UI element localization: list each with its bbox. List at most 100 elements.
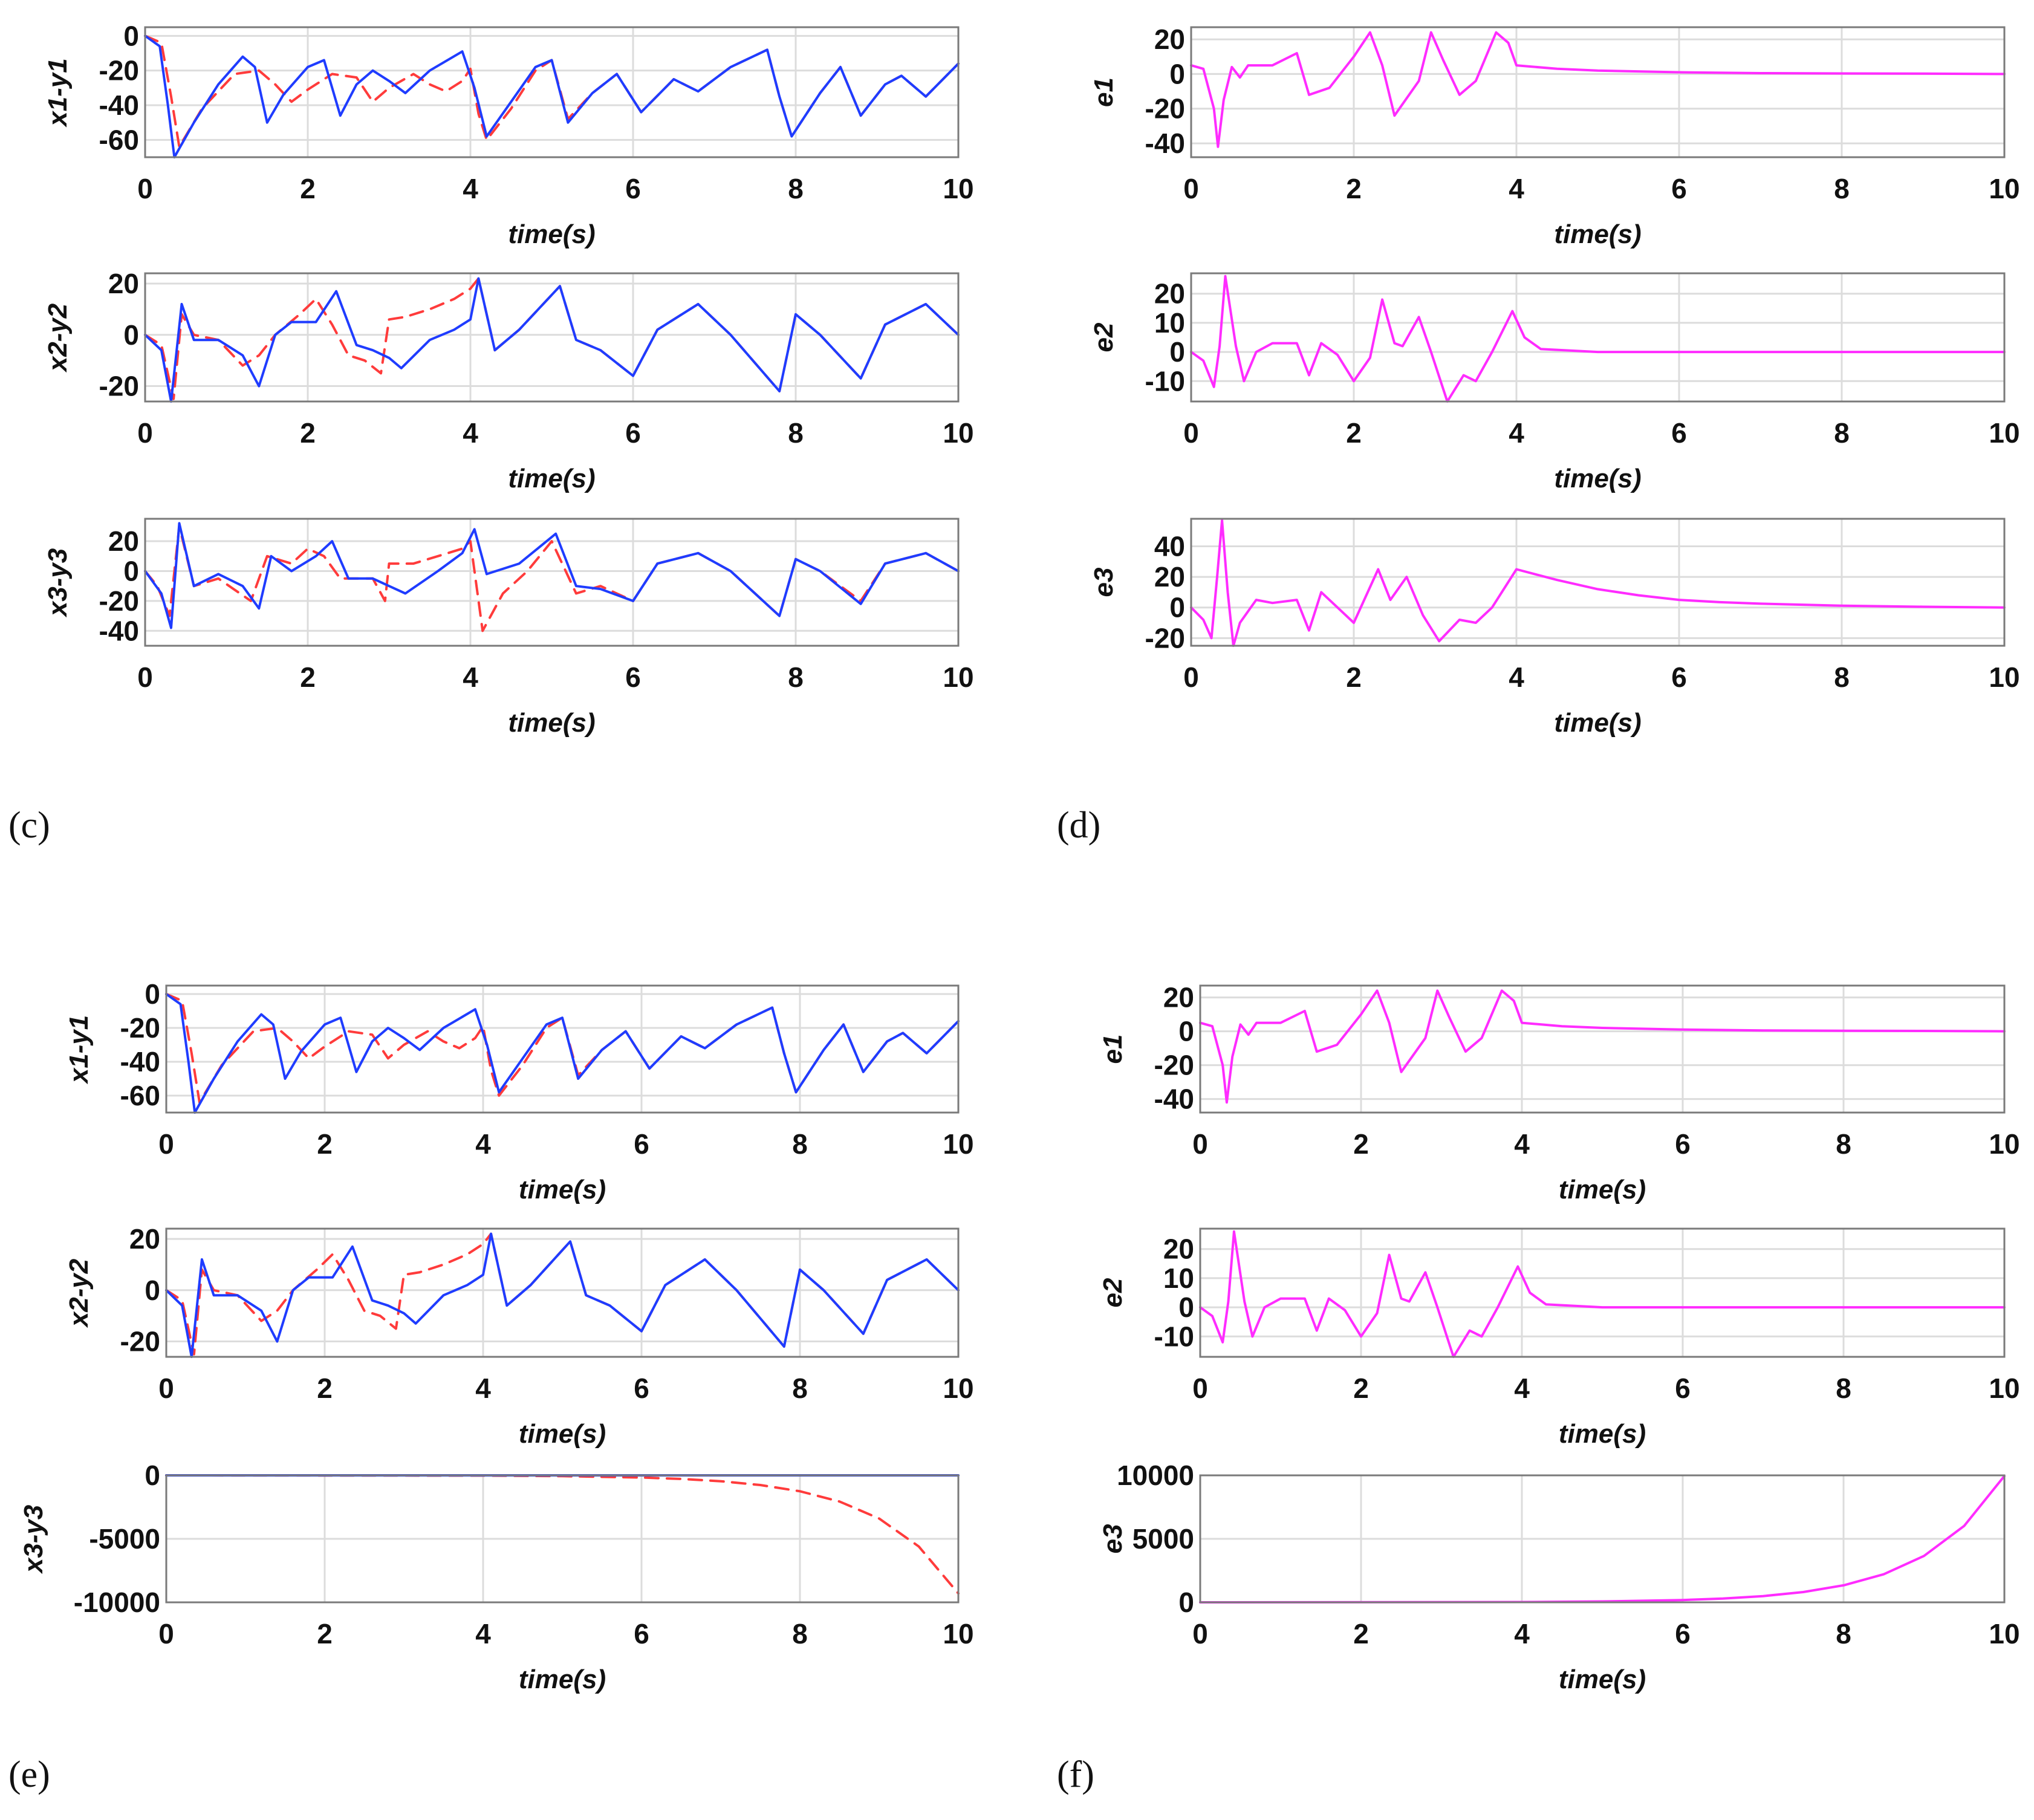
axes-frame — [144, 272, 960, 403]
x-axis-label: time(s) — [508, 708, 595, 738]
y-tick-label: 20 — [1163, 982, 1194, 1013]
y-tick-label: -20 — [99, 55, 139, 86]
x-tick-label: 4 — [463, 661, 478, 693]
axes-frame — [1190, 272, 2006, 403]
y-tick-label: 20 — [108, 268, 139, 299]
x-tick-label: 8 — [1836, 1618, 1851, 1649]
y-tick-label: -60 — [99, 124, 139, 155]
series-line-0 — [1199, 989, 2006, 1104]
x-tick-label: 6 — [1671, 417, 1687, 449]
x-tick-label: 4 — [1509, 661, 1524, 693]
y-axis-label: e2 — [1089, 322, 1119, 352]
y-tick-label: 20 — [1154, 278, 1185, 310]
x-tick-label: 4 — [475, 1373, 491, 1404]
series-line-1 — [144, 277, 960, 403]
y-tick-label: -20 — [1154, 1050, 1194, 1081]
axes-frame — [1190, 26, 2006, 158]
plot-area — [1191, 273, 2004, 401]
x-tick-label: 8 — [1834, 173, 1850, 204]
x-tick-label: 2 — [300, 417, 316, 449]
x-tick-label: 6 — [625, 661, 641, 693]
panel-label-d: (d) — [1057, 805, 1101, 846]
x-tick-label: 8 — [792, 1618, 808, 1649]
plot-area — [1191, 519, 2004, 646]
x-tick-label: 8 — [792, 1128, 808, 1160]
y-tick-label: 0 — [145, 1460, 160, 1491]
y-tick-label: 20 — [129, 1223, 160, 1255]
x-tick-label: 6 — [634, 1373, 649, 1404]
y-axis-label: e1 — [1098, 1035, 1128, 1064]
x-tick-label: 4 — [1509, 417, 1524, 449]
x-tick-label: 10 — [1989, 661, 2019, 693]
x-tick-label: 4 — [475, 1128, 491, 1160]
axes-frame — [1199, 984, 2006, 1114]
axes-frame — [1199, 1474, 2006, 1604]
x-tick-label: 10 — [943, 1373, 973, 1404]
x-tick-label: 2 — [1353, 1128, 1369, 1160]
x-tick-label: 0 — [1192, 1373, 1208, 1404]
x-axis-label: time(s) — [1554, 464, 1641, 493]
y-tick-label: 10 — [1163, 1263, 1194, 1294]
axes-frame — [1190, 518, 2006, 647]
y-tick-label: -40 — [120, 1046, 160, 1077]
y-tick-label: 5000 — [1132, 1523, 1194, 1555]
x-tick-label: 0 — [137, 173, 153, 204]
panel-label-e: (e) — [8, 1754, 50, 1795]
y-tick-label: -20 — [1145, 622, 1185, 654]
y-tick-label: 20 — [1154, 561, 1185, 593]
axes-frame — [165, 1474, 960, 1604]
x-tick-label: 2 — [300, 661, 316, 693]
x-tick-label: 2 — [317, 1618, 333, 1649]
y-axis-label: x1-y1 — [43, 58, 73, 128]
y-tick-label: -20 — [99, 371, 139, 402]
panel-label-c: (c) — [8, 805, 50, 846]
x-tick-label: 2 — [317, 1128, 333, 1160]
x-axis-label: time(s) — [519, 1665, 606, 1694]
y-tick-label: -10000 — [74, 1587, 160, 1618]
y-tick-label: -20 — [99, 585, 139, 617]
y-tick-label: 0 — [145, 978, 160, 1010]
x-tick-label: 10 — [1989, 1618, 2019, 1649]
x-tick-label: 10 — [1989, 173, 2019, 204]
y-axis-label: e1 — [1089, 77, 1119, 107]
x-tick-label: 6 — [634, 1618, 649, 1649]
y-tick-label: 0 — [145, 1275, 160, 1306]
series-line-1 — [165, 993, 960, 1114]
y-tick-label: 0 — [1169, 336, 1185, 368]
x-tick-label: 8 — [1836, 1128, 1851, 1160]
y-tick-label: 20 — [1163, 1233, 1194, 1265]
y-tick-label: 0 — [1178, 1016, 1194, 1047]
x-tick-label: 6 — [625, 417, 641, 449]
y-tick-label: 0 — [1169, 58, 1185, 89]
x-axis-label: time(s) — [1559, 1419, 1646, 1449]
x-tick-label: 0 — [1183, 661, 1199, 693]
x-tick-label: 8 — [1834, 417, 1850, 449]
x-tick-label: 10 — [943, 1128, 973, 1160]
x-tick-label: 10 — [943, 1618, 973, 1649]
chart-8: 0 2 4 6 8 10 20 0 -20 time(s) x2-y2 — [64, 1223, 974, 1449]
x-tick-label: 4 — [475, 1618, 491, 1649]
plot-area — [166, 986, 958, 1113]
series-line-1 — [144, 522, 960, 629]
x-tick-label: 10 — [1989, 1373, 2019, 1404]
axes-frame — [144, 518, 960, 647]
x-tick-label: 2 — [1353, 1618, 1369, 1649]
x-tick-label: 8 — [792, 1373, 808, 1404]
x-axis-label: time(s) — [508, 464, 595, 493]
series-line-1 — [165, 1232, 960, 1358]
y-tick-label: -60 — [120, 1080, 160, 1111]
x-tick-label: 8 — [788, 173, 804, 204]
x-axis-label: time(s) — [508, 219, 595, 249]
x-tick-label: 8 — [788, 661, 804, 693]
y-tick-label: -20 — [1145, 93, 1185, 125]
x-tick-label: 6 — [1675, 1128, 1691, 1160]
axes-frame — [165, 1227, 960, 1358]
y-tick-label: 40 — [1154, 531, 1185, 562]
y-tick-label: -10 — [1145, 365, 1185, 397]
series-line-0 — [1190, 31, 2006, 148]
